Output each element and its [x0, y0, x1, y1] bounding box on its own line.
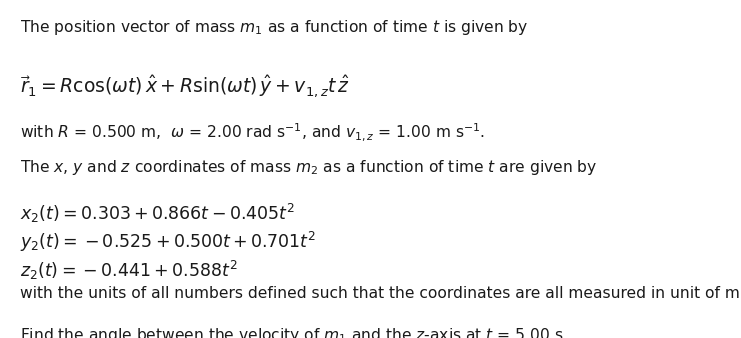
Text: Find the angle between the velocity of $m_1$ and the $z$-axis at $t$ = 5.00 s.: Find the angle between the velocity of $… [21, 327, 568, 338]
Text: The $x$, $y$ and $z$ coordinates of mass $m_2$ as a function of time $t$ are giv: The $x$, $y$ and $z$ coordinates of mass… [21, 158, 598, 177]
Text: $\vec{r}_1 = R\cos(\omega t)\,\hat{x} + R\sin(\omega t)\,\hat{y} + v_{1,z}t\,\ha: $\vec{r}_1 = R\cos(\omega t)\,\hat{x} + … [21, 73, 350, 99]
Text: with the units of all numbers defined such that the coordinates are all measured: with the units of all numbers defined su… [21, 286, 741, 300]
Text: with $R$ = 0.500 m,  $\omega$ = 2.00 rad s$^{-1}$, and $v_{1,z}$ = 1.00 m s$^{-1: with $R$ = 0.500 m, $\omega$ = 2.00 rad … [21, 121, 485, 143]
Text: The position vector of mass $m_1$ as a function of time $t$ is given by: The position vector of mass $m_1$ as a f… [21, 18, 529, 37]
Text: $x_2(t) = 0.303 + 0.866t - 0.405t^2$: $x_2(t) = 0.303 + 0.866t - 0.405t^2$ [21, 202, 296, 225]
Text: $y_2(t) = -0.525 + 0.500t + 0.701t^2$: $y_2(t) = -0.525 + 0.500t + 0.701t^2$ [21, 230, 316, 255]
Text: $z_2(t) = -0.441 + 0.588t^2$: $z_2(t) = -0.441 + 0.588t^2$ [21, 259, 239, 282]
